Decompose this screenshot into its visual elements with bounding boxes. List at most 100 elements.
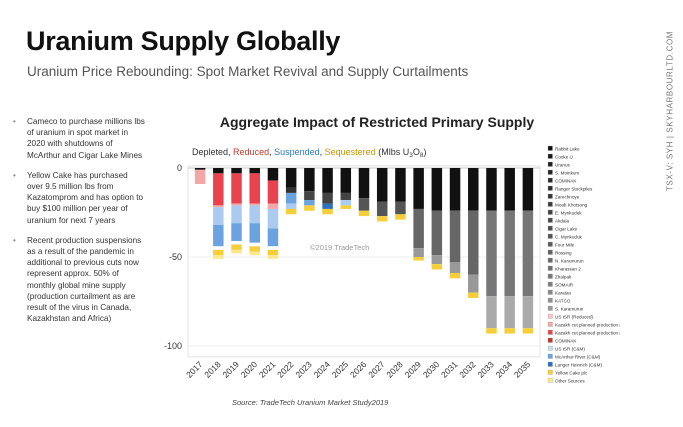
bar-segment	[340, 205, 352, 209]
bar-segment	[395, 168, 406, 202]
legend-swatch	[547, 241, 553, 247]
x-tick-label: 2035	[512, 359, 533, 380]
x-tick-label: 2027	[366, 359, 387, 380]
legend-label: COMINAK	[555, 338, 577, 343]
slide-subtitle: Uranium Price Rebounding: Spot Market Re…	[27, 64, 469, 79]
x-tick-label: 2021	[257, 359, 278, 380]
legend-swatch	[547, 169, 553, 175]
legend-label: Zhalpak	[555, 274, 572, 279]
bar-segment	[231, 240, 242, 245]
bar-segment	[522, 296, 534, 329]
bar-segment	[304, 200, 315, 206]
bar-segment	[267, 208, 279, 229]
bar-segment	[449, 210, 461, 263]
bar-segment	[449, 168, 461, 211]
legend-swatch	[547, 305, 553, 311]
legend-label: E. Mynkuduk	[555, 210, 582, 215]
bar-segment	[431, 255, 443, 265]
bar-segment	[285, 203, 297, 209]
legend-swatch	[547, 297, 553, 303]
bar-segment	[322, 203, 333, 209]
bar-segment	[522, 168, 534, 211]
x-tick-label: 2023	[293, 359, 314, 380]
bar-segment	[285, 192, 297, 204]
legend-label: Uranus	[555, 162, 571, 167]
bar-segment	[504, 168, 515, 211]
legend-swatch	[547, 153, 553, 159]
legend-label: Akdala	[555, 218, 569, 223]
legend-swatch	[547, 193, 553, 199]
bar-segment	[340, 192, 352, 201]
x-tick-label: 2022	[275, 359, 296, 380]
x-tick-label: 2018	[202, 359, 223, 380]
bar-segment	[249, 251, 260, 256]
bar-segment	[449, 273, 461, 279]
bar-segment	[468, 274, 479, 293]
bar-segment	[213, 249, 224, 256]
legend-swatch	[547, 321, 553, 327]
bar-segment	[267, 180, 279, 204]
legend-label: Langer Heinrich (C&M)	[555, 362, 602, 367]
bar-segment	[468, 210, 479, 275]
bar-segment	[468, 168, 479, 211]
bar-segment	[340, 200, 352, 206]
bar-segment	[231, 223, 242, 241]
bar-segment	[267, 249, 279, 256]
bar-segment	[213, 168, 224, 174]
source-note: Source: TradeTech Uranium Market Study20…	[232, 398, 389, 407]
legend-label: Moab Khotsong	[555, 202, 588, 207]
legend-swatch	[547, 289, 553, 295]
bar-segment	[322, 192, 333, 204]
bar-segment	[376, 201, 388, 217]
bar-segment	[304, 168, 315, 192]
bar-segment	[285, 208, 297, 215]
legend-swatch	[547, 185, 553, 191]
legend-swatch	[547, 257, 553, 263]
legend-label: Yellow Cake plc	[555, 370, 588, 375]
bar-segment	[522, 210, 534, 297]
bar-segment	[249, 168, 260, 174]
bar-segment	[231, 173, 242, 204]
legend-label: Cigar Lake	[555, 226, 578, 231]
bar-segment	[231, 244, 242, 250]
legend-swatch	[547, 353, 553, 359]
legend-swatch	[547, 313, 553, 319]
x-tick-label: 2034	[494, 359, 515, 380]
x-tick-label: 2028	[384, 359, 405, 380]
legend-swatch	[547, 161, 553, 167]
legend-swatch	[547, 249, 553, 255]
legend-label: Cooke U	[555, 154, 573, 159]
bar-segment	[504, 210, 515, 297]
bar-segment	[413, 208, 424, 249]
bar-segment	[267, 255, 279, 259]
legend-label: McArthur River (C&M)	[555, 354, 601, 359]
bar-segment	[285, 168, 297, 188]
x-tick-label: 2030	[421, 359, 442, 380]
x-tick-label: 2031	[439, 359, 460, 380]
legend-label: COMINAK	[555, 178, 577, 183]
legend-label: Karatau	[555, 290, 572, 295]
bullet-item: Cameco to purchase millions lbs of urani…	[10, 116, 145, 161]
bar-segment	[267, 228, 279, 247]
bar-segment	[413, 248, 424, 257]
bar-segment	[213, 207, 224, 225]
x-tick-label: 2025	[330, 359, 351, 380]
x-tick-label: 2032	[457, 359, 478, 380]
plot-frame	[187, 165, 541, 358]
side-label: TSX-V: SYH | SKYHARBOURLTD.COM	[663, 18, 677, 203]
legend-label: SOMAIR	[555, 282, 574, 287]
y-tick-label: -100	[164, 341, 182, 351]
legend-label: Zarechnoye	[555, 194, 580, 199]
legend-label: Four Mile	[555, 242, 575, 247]
legend-label: Other Sources	[555, 378, 585, 383]
legend-label: Rossing	[555, 250, 572, 255]
bar-segment	[358, 168, 370, 199]
bar-segment	[395, 214, 406, 220]
bar-segment	[431, 264, 443, 270]
legend-label: US ISR (C&M)	[555, 346, 585, 351]
legend-swatch	[547, 233, 553, 239]
x-tick-label: 2024	[312, 359, 333, 380]
bar-segment	[249, 242, 260, 247]
legend-swatch	[547, 225, 553, 231]
legend-swatch	[547, 145, 553, 151]
